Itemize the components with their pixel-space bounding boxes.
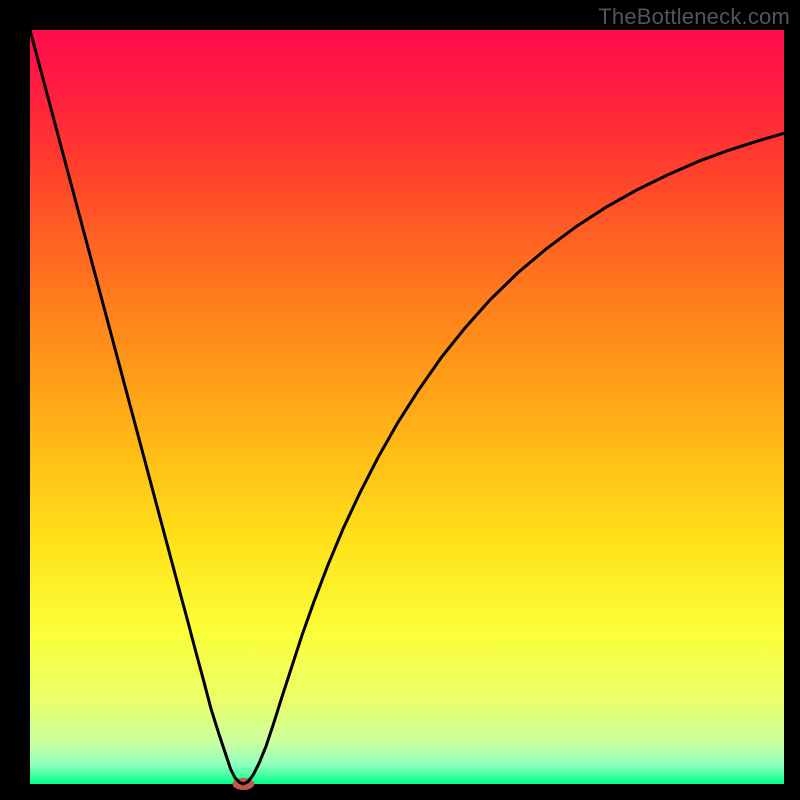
bottleneck-curve-chart [0,0,800,800]
chart-container: TheBottleneck.com [0,0,800,800]
